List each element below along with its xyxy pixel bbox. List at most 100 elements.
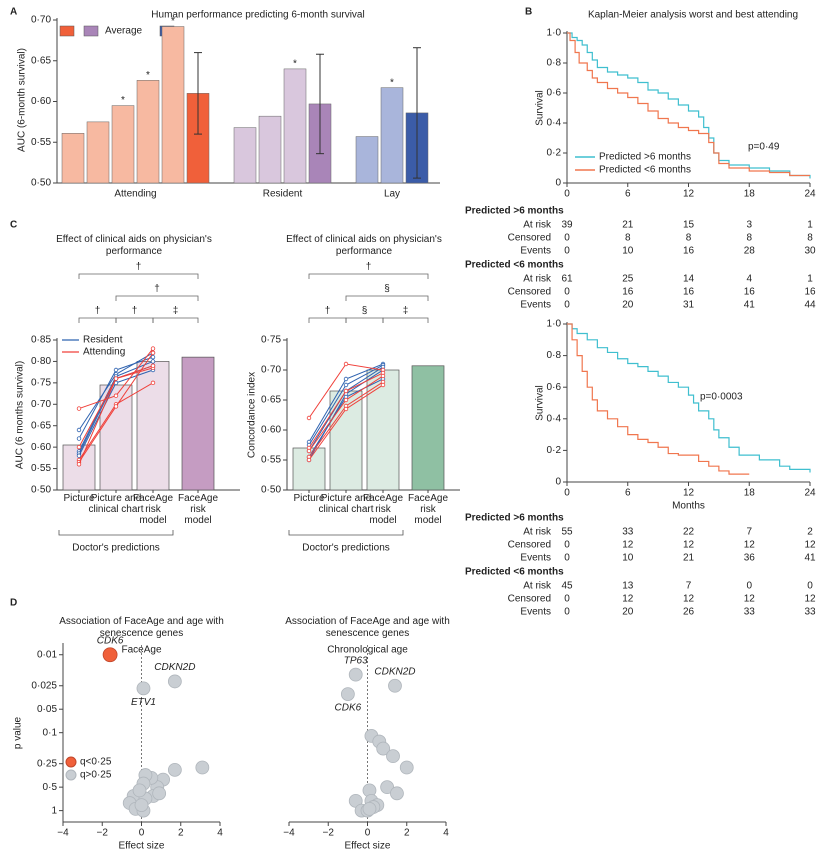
risk-value: 12 — [744, 594, 756, 605]
x-tick-label: 2 — [404, 828, 410, 839]
risk-value: 12 — [683, 540, 695, 551]
risk-value: 44 — [804, 300, 816, 311]
x-tick-label: 0 — [365, 828, 371, 839]
significance-symbol: § — [384, 284, 390, 295]
survival-curve — [567, 32, 810, 177]
significance-bracket — [152, 317, 199, 323]
x-tick-label: Picture — [63, 493, 95, 504]
trend-point — [343, 376, 349, 382]
significance-bracket — [308, 317, 347, 323]
x-tick-label: 24 — [804, 488, 816, 499]
y-tick-label: 0·55 — [261, 455, 281, 466]
trend-point — [113, 367, 119, 373]
trend-point — [113, 376, 119, 381]
y-tick-label: 0·025 — [31, 680, 57, 691]
y-tick-label: 0·01 — [37, 649, 57, 660]
trend-point — [150, 380, 156, 386]
risk-value: 13 — [622, 581, 634, 592]
trend-point — [343, 382, 349, 388]
trend-point — [306, 457, 312, 463]
chart-title: Effect of clinical aids on physician's p… — [56, 234, 212, 257]
risk-value: 61 — [561, 274, 573, 285]
risk-row-label: Events — [520, 300, 551, 311]
trend-point — [76, 406, 82, 411]
x-tick-label: 0 — [564, 189, 570, 200]
y-tick-label: 1 — [51, 805, 57, 816]
point — [102, 647, 118, 663]
x-tick-label: Picture and clinical chart — [88, 493, 144, 515]
trend-point — [150, 354, 156, 360]
trend-point — [76, 462, 82, 467]
y-tick-label: 0·4 — [547, 118, 562, 129]
risk-row-label: Events — [520, 553, 551, 564]
risk-value: 7 — [686, 581, 692, 592]
risk-value: 0 — [564, 246, 570, 257]
chart-title: Human performance predicting 6-month sur… — [151, 10, 364, 21]
risk-value: 36 — [744, 553, 756, 564]
risk-value: 0 — [807, 581, 813, 592]
y-tick-label: 0·80 — [31, 356, 51, 367]
trend-point — [343, 361, 349, 367]
y-tick-label: 0·5 — [43, 782, 58, 793]
risk-value: 8 — [686, 233, 692, 244]
point — [376, 741, 391, 756]
x-tick-label: 0 — [139, 828, 145, 839]
y-tick-label: 0·55 — [31, 463, 51, 474]
chart-title: Association of FaceAge and age with sene… — [285, 616, 450, 639]
significance-bracket — [115, 317, 154, 323]
y-tick-label: 0·8 — [547, 350, 562, 361]
trend-point — [76, 436, 82, 441]
risk-value: 21 — [683, 553, 695, 564]
x-tick-label: −4 — [283, 828, 295, 839]
risk-value: 12 — [804, 540, 816, 551]
x-tick-label: FaceAge risk model — [362, 493, 404, 526]
y-tick-label: 0·65 — [31, 55, 51, 66]
risk-value: 30 — [804, 246, 816, 257]
significance-bracket — [308, 273, 429, 279]
y-axis-label: AUC (6-month survival) — [17, 48, 28, 152]
bar — [411, 365, 445, 491]
legend-label: Attending — [83, 347, 125, 358]
y-tick-label: 0·75 — [261, 335, 281, 346]
y-tick-label: 0·65 — [261, 395, 281, 406]
x-tick-label: Picture — [293, 493, 325, 504]
point — [134, 798, 149, 813]
legend-label: Average — [105, 26, 143, 37]
point — [362, 801, 377, 816]
significance-bracket — [78, 273, 199, 279]
gene-label: ETV1 — [131, 697, 156, 708]
y-tick-label: 0·75 — [31, 377, 51, 388]
legend-label: Resident — [83, 335, 123, 346]
y-tick-label: 0·70 — [31, 15, 51, 26]
significance-bracket — [115, 295, 199, 301]
point — [340, 687, 355, 702]
y-tick-label: 0·2 — [547, 445, 562, 456]
risk-value: 0 — [564, 233, 570, 244]
risk-value: 3 — [746, 220, 752, 231]
bar — [111, 105, 135, 184]
point — [388, 678, 402, 693]
y-tick-label: 0 — [555, 178, 561, 189]
risk-value: 0 — [746, 581, 752, 592]
significance-symbol: † — [132, 306, 138, 317]
point — [380, 780, 395, 795]
risk-group-header: Predicted <6 months — [465, 567, 564, 578]
y-tick-label: 0 — [555, 477, 561, 488]
risk-value: 33 — [744, 607, 756, 618]
bar — [355, 136, 379, 184]
gene-label: TP63 — [344, 655, 368, 666]
risk-row-label: Censored — [508, 540, 551, 551]
y-tick-label: 1·0 — [547, 319, 562, 330]
significance-bracket — [382, 317, 429, 323]
risk-value: 25 — [622, 274, 634, 285]
point — [167, 762, 182, 777]
risk-value: 16 — [683, 287, 695, 298]
significance-star: * — [171, 16, 175, 27]
significance-symbol: † — [325, 306, 331, 317]
significance-symbol: § — [362, 306, 368, 317]
y-tick-label: 0·05 — [37, 704, 57, 715]
x-tick-label: FaceAge risk model — [132, 493, 174, 526]
risk-group-header: Predicted <6 months — [465, 260, 564, 271]
bar — [161, 26, 185, 184]
x-axis-label: Effect size — [119, 841, 165, 852]
